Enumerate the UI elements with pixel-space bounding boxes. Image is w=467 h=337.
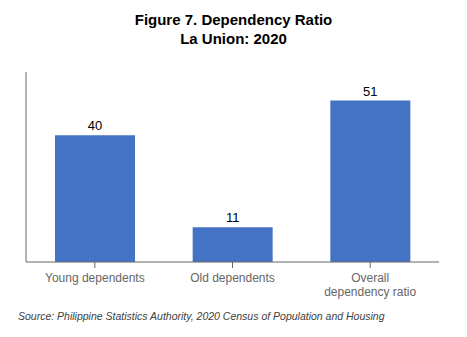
svg-text:51: 51: [363, 84, 377, 99]
svg-text:Young dependents: Young dependents: [45, 271, 145, 285]
svg-text:Overalldependency ratio: Overalldependency ratio: [324, 271, 416, 299]
svg-text:11: 11: [226, 210, 240, 225]
html-text:Figure 7. Dependency Ratio La: Figure 7. Dependency Ratio La Union: 202…: [134, 11, 333, 47]
svg-text:Old dependents: Old dependents: [190, 271, 275, 285]
svg-text:40: 40: [88, 118, 102, 133]
html-text:Source: Philippine Statistics: Source: Philippine Statistics Authority,…: [18, 310, 385, 322]
